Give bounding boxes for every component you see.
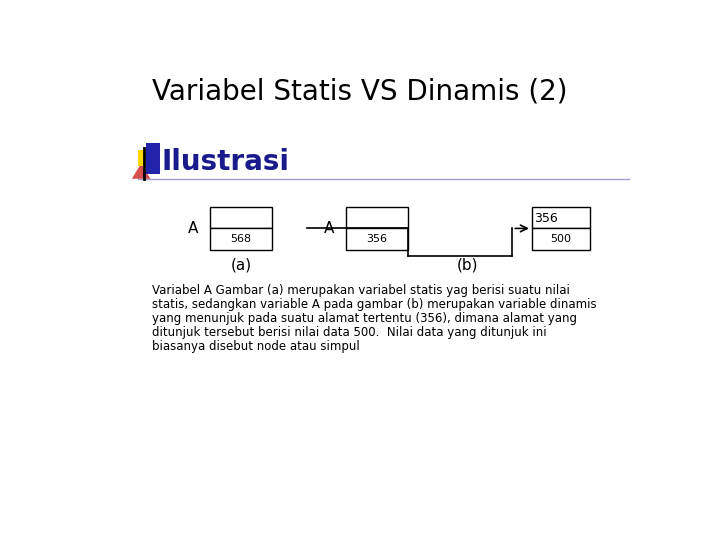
Bar xyxy=(138,150,155,166)
Bar xyxy=(210,207,272,228)
Text: ditunjuk tersebut berisi nilai data 500.  Nilai data yang ditunjuk ini: ditunjuk tersebut berisi nilai data 500.… xyxy=(152,326,546,339)
Bar xyxy=(532,207,590,228)
Bar xyxy=(210,228,272,249)
Text: 356: 356 xyxy=(534,212,558,225)
Text: statis, sedangkan variable A pada gambar (b) merupakan variable dinamis: statis, sedangkan variable A pada gambar… xyxy=(152,298,597,311)
Text: Variabel Statis VS Dinamis (2): Variabel Statis VS Dinamis (2) xyxy=(152,78,567,106)
Text: Ilustrasi: Ilustrasi xyxy=(161,148,289,176)
Text: A: A xyxy=(188,221,199,236)
Text: 500: 500 xyxy=(550,234,571,244)
Bar xyxy=(346,228,408,249)
Text: (b): (b) xyxy=(457,258,479,273)
Bar xyxy=(346,207,408,228)
Text: biasanya disebut node atau simpul: biasanya disebut node atau simpul xyxy=(152,340,360,353)
Polygon shape xyxy=(132,164,150,179)
Text: 356: 356 xyxy=(366,234,387,244)
Text: Variabel A Gambar (a) merupakan variabel statis yag berisi suatu nilai: Variabel A Gambar (a) merupakan variabel… xyxy=(152,284,570,297)
Bar xyxy=(145,143,160,174)
Text: 568: 568 xyxy=(230,234,252,244)
Text: (a): (a) xyxy=(230,258,252,273)
Bar xyxy=(532,228,590,249)
Text: yang menunjuk pada suatu alamat tertentu (356), dimana alamat yang: yang menunjuk pada suatu alamat tertentu… xyxy=(152,312,577,325)
Text: A: A xyxy=(324,221,334,236)
